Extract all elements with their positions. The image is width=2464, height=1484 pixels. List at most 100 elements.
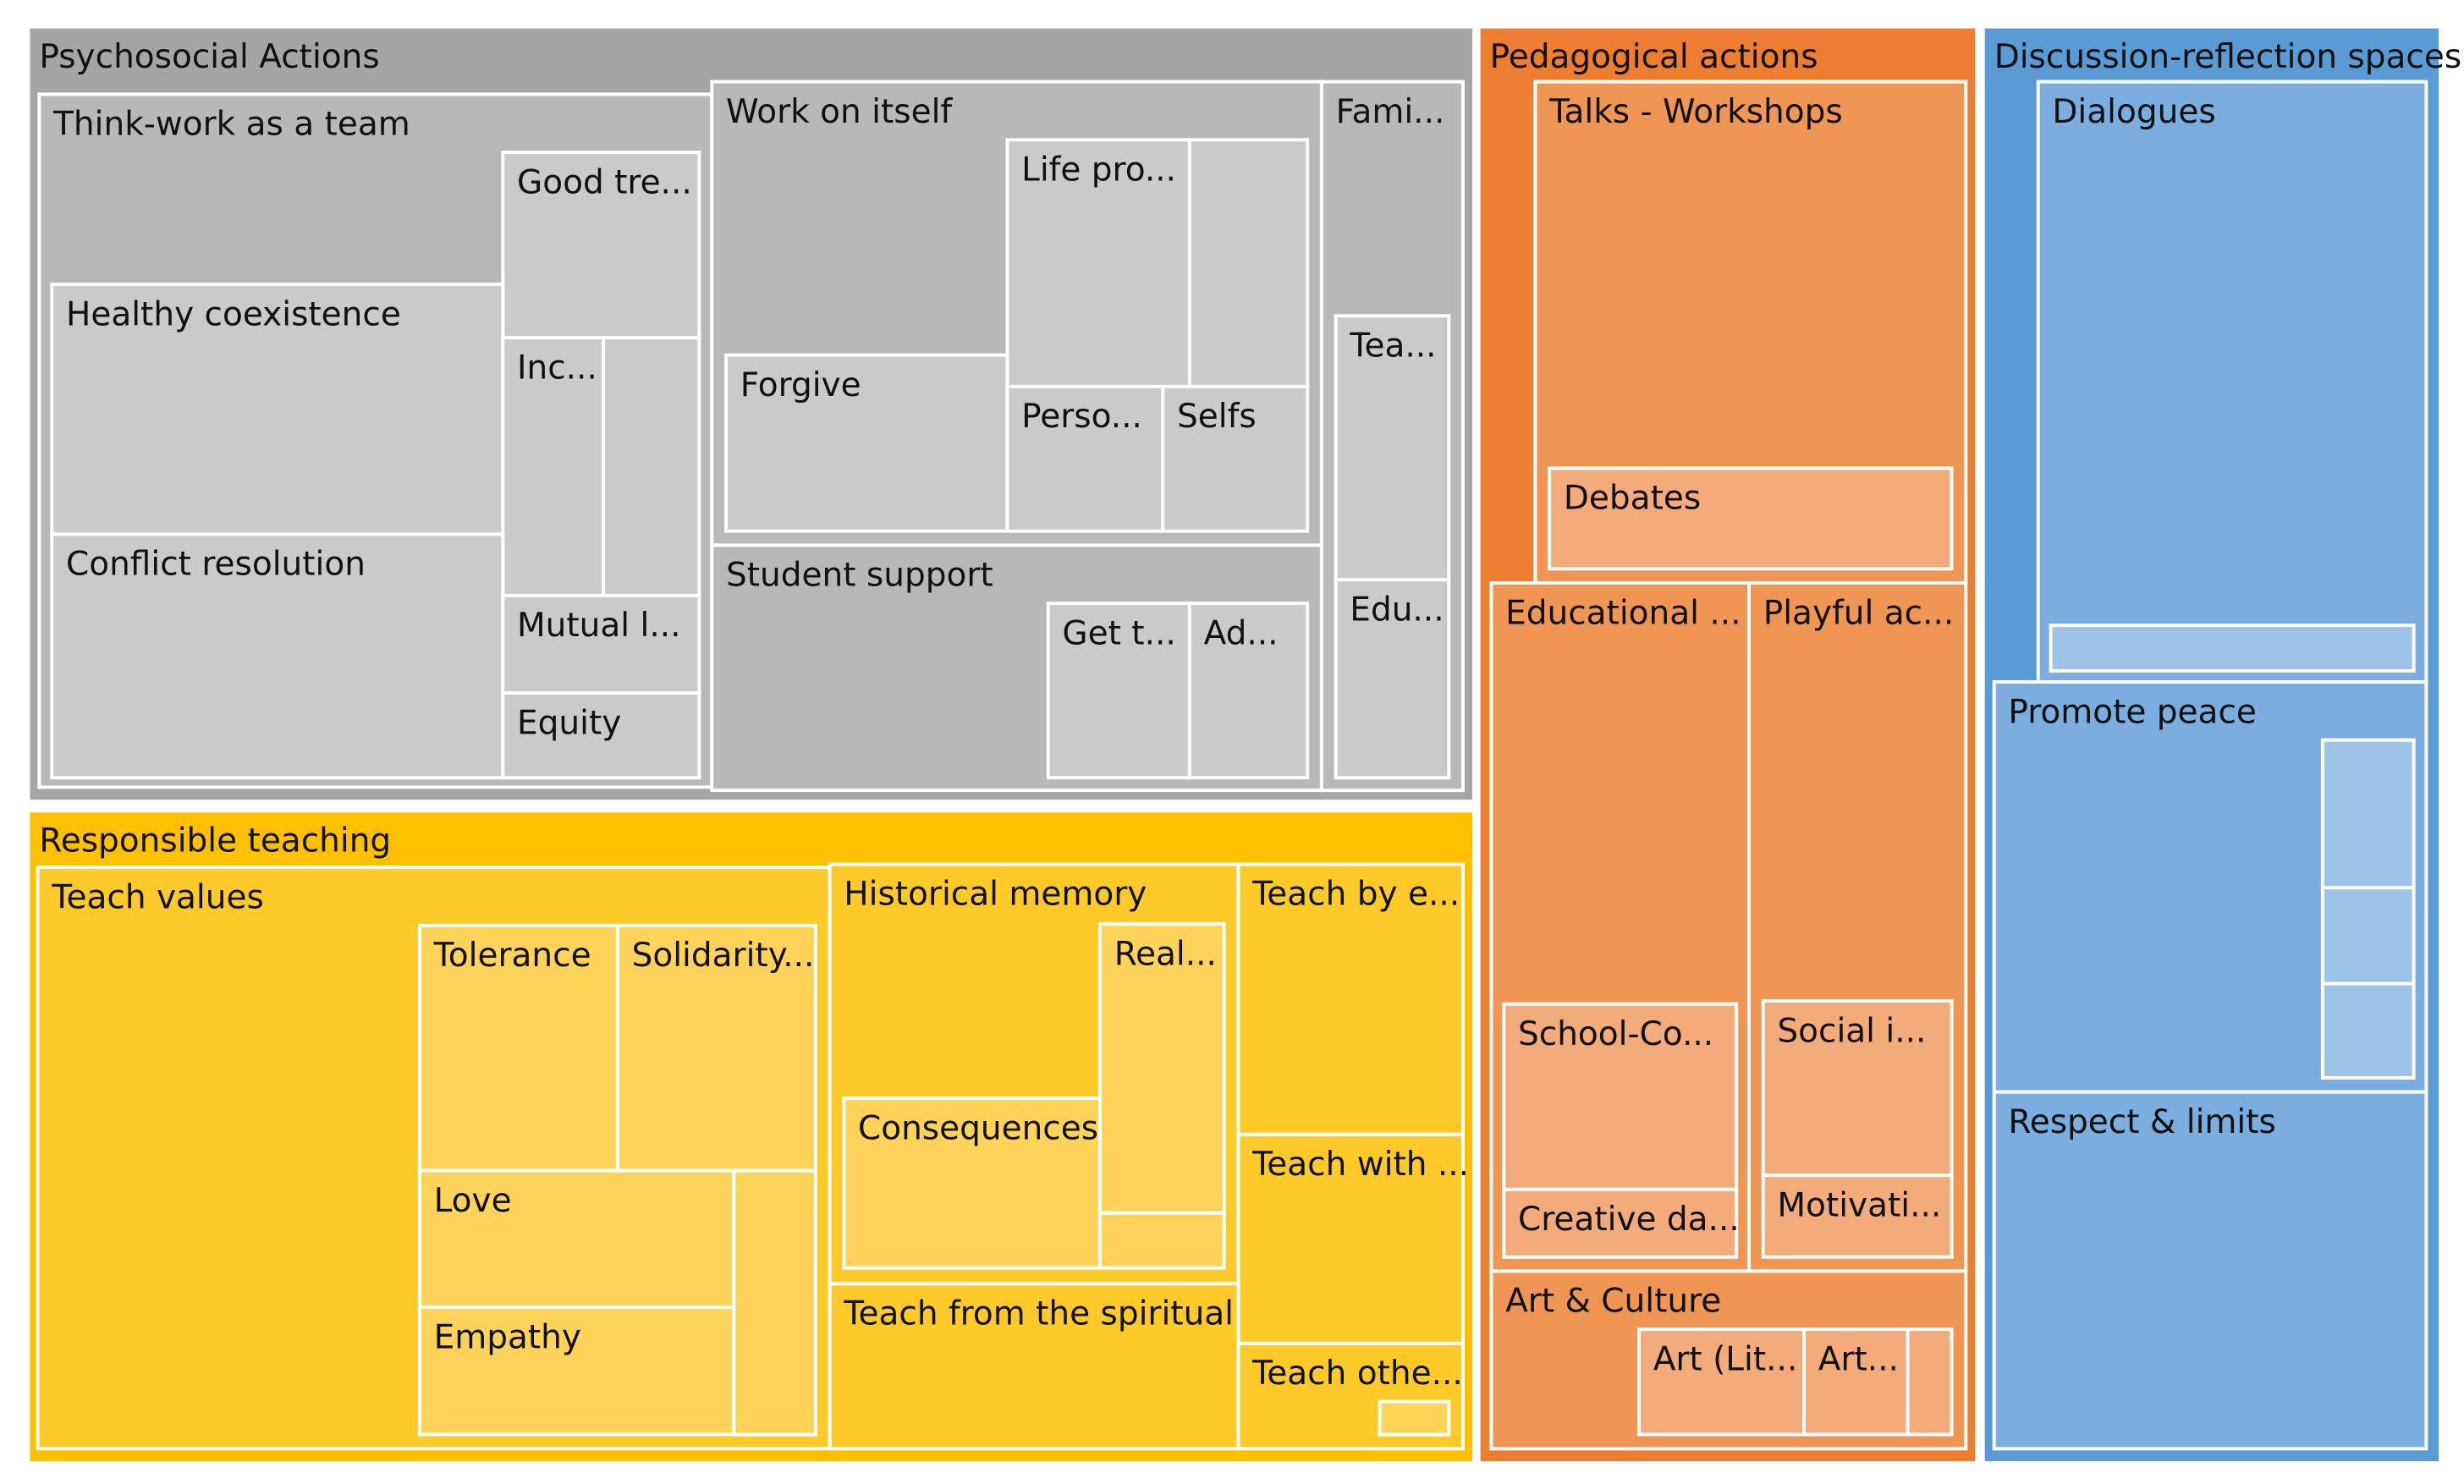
- treemap-label: Love: [434, 1182, 512, 1220]
- treemap-subcategory-ad: Ad...: [1187, 602, 1310, 780]
- treemap-cell: [724, 353, 1009, 533]
- treemap-cell: [50, 532, 505, 780]
- treemap-label: Real...: [1114, 935, 1217, 973]
- treemap-label: Forgive: [740, 366, 861, 404]
- treemap-cell: [615, 923, 817, 1173]
- treemap-label: Talks - Workshops: [1548, 93, 1843, 131]
- treemap-label: Perso...: [1021, 398, 1142, 436]
- treemap-cell: [602, 336, 701, 597]
- treemap-label: Responsible teaching: [39, 822, 391, 860]
- treemap-label: Inc...: [517, 349, 597, 387]
- treemap-subcategory-mutual-l: Mutual l...: [501, 593, 701, 695]
- treemap-subcategory-unlabeled-1-0-4: [732, 1168, 817, 1437]
- treemap-subcategory-get-t: Get t...: [1046, 602, 1191, 780]
- treemap-category-teach-with: Teach with ...: [1236, 1132, 1469, 1345]
- treemap-label: Solidarity...: [632, 937, 815, 975]
- treemap-subcategory-unlabeled-1-5-0: [1378, 1399, 1451, 1437]
- treemap-subcategory-unlabeled-1-1-2: [1098, 1211, 1226, 1270]
- treemap-cell: [2320, 981, 2416, 1080]
- treemap-cell: [50, 283, 505, 536]
- treemap-label: Tea...: [1349, 327, 1436, 366]
- treemap-cell: [732, 1168, 817, 1437]
- treemap-label: Get t...: [1062, 614, 1175, 652]
- treemap-cell: [1046, 602, 1191, 780]
- treemap-label: Teach with ...: [1251, 1146, 1469, 1184]
- treemap-label: Student support: [726, 557, 993, 595]
- treemap-label: Pedagogical actions: [1490, 38, 1818, 76]
- treemap-cell: [2036, 80, 2428, 684]
- treemap-label: Equity: [517, 704, 621, 742]
- treemap-cell: [1005, 138, 1191, 388]
- treemap-label: Work on itself: [726, 93, 953, 131]
- treemap-subcategory-healthy-coexistence: Healthy coexistence: [50, 283, 505, 536]
- treemap-label: Mutual l...: [517, 607, 681, 645]
- treemap-label: Art...: [1818, 1340, 1899, 1378]
- treemap-cell: [1802, 1327, 1910, 1437]
- treemap-label: Consequences: [858, 1109, 1098, 1147]
- treemap-cell: [2320, 886, 2416, 986]
- treemap-label: Playful ac...: [1763, 594, 1955, 632]
- treemap-subcategory-unlabeled-3-1-0: [2320, 738, 2416, 890]
- treemap-subcategory-equity: Equity: [501, 691, 701, 780]
- treemap-subcategory-art: Art...: [1802, 1327, 1910, 1437]
- treemap-subcategory-tea: Tea...: [1334, 314, 1451, 582]
- treemap-cell: [1236, 1132, 1466, 1345]
- treemap-cell: [1187, 602, 1310, 780]
- treemap-subcategory-perso: Perso...: [1005, 384, 1165, 533]
- treemap-cell: [501, 336, 606, 597]
- treemap-subcategory-tolerance: Tolerance: [417, 923, 619, 1173]
- treemap-cell: [417, 1168, 736, 1310]
- treemap-cell: [1334, 578, 1451, 780]
- treemap-label: Art & Culture: [1505, 1283, 1721, 1321]
- treemap-cell: [501, 691, 701, 780]
- treemap-subcategory-unlabeled-3-0-0: [2049, 624, 2416, 673]
- treemap-category-teach-by-e: Teach by e...: [1236, 862, 1466, 1136]
- treemap-subcategory-art-lit: Art (Lit...: [1637, 1327, 1806, 1437]
- treemap-category-respect-limits: Respect & limits: [1992, 1090, 2428, 1451]
- treemap-cell: [1187, 138, 1310, 388]
- treemap-label: Respect & limits: [2008, 1103, 2275, 1141]
- treemap-subcategory-unlabeled-0-1-1: [1187, 138, 1310, 388]
- treemap-cell: [1098, 1211, 1226, 1270]
- treemap-cell: [1502, 1002, 1739, 1191]
- treemap-label: Fami...: [1336, 93, 1445, 131]
- treemap-subcategory-unlabeled-3-1-1: [2320, 886, 2416, 986]
- treemap-cell: [1548, 466, 1954, 571]
- treemap-subcategory-school-co: School-Co...: [1502, 1002, 1739, 1191]
- treemap-label: Debates: [1564, 480, 1701, 518]
- treemap-subcategory-selfs: Selfs: [1161, 384, 1310, 533]
- treemap-cell: [1761, 999, 1954, 1178]
- treemap-cell: [2320, 738, 2416, 890]
- treemap-cell: [1502, 1187, 1739, 1259]
- treemap-cell: [1334, 314, 1451, 582]
- treemap-cell: [1906, 1327, 1954, 1437]
- treemap-label: Dialogues: [2052, 93, 2215, 131]
- treemap-label: School-Co...: [1518, 1015, 1713, 1053]
- treemap-subcategory-empathy: Empathy: [417, 1305, 736, 1437]
- treemap-cell: [842, 1097, 1102, 1270]
- treemap-cell: [1236, 862, 1466, 1136]
- treemap-cell: [1992, 1090, 2428, 1451]
- treemap-label: Think-work as a team: [52, 106, 410, 144]
- treemap-subcategory-edu: Edu...: [1334, 578, 1451, 780]
- treemap-cell: [2049, 624, 2416, 673]
- treemap-subcategory-life-pro: Life pro...: [1005, 138, 1191, 388]
- treemap-label: Conflict resolution: [66, 546, 366, 584]
- treemap-cell: [1761, 1173, 1954, 1259]
- treemap-subcategory-motivati: Motivati...: [1761, 1173, 1954, 1259]
- treemap-subcategory-love: Love: [417, 1168, 736, 1310]
- treemap-cell: [828, 1282, 1240, 1451]
- treemap-label: Teach from the spiritual: [843, 1295, 1234, 1333]
- treemap-cell: [417, 1305, 736, 1437]
- treemap-label: Educational ...: [1505, 594, 1741, 632]
- treemap-subcategory-unlabeled-3-1-2: [2320, 981, 2416, 1080]
- treemap-category-teach-from-the-spiritual: Teach from the spiritual: [828, 1282, 1240, 1451]
- treemap-cell: [1378, 1399, 1451, 1437]
- treemap-subcategory-consequences: Consequences: [842, 1097, 1102, 1270]
- treemap-subcategory-conflict-resolution: Conflict resolution: [50, 532, 505, 780]
- treemap-cell: [1161, 384, 1310, 533]
- treemap-label: Teach othe...: [1251, 1355, 1463, 1393]
- treemap-subcategory-inc: Inc...: [501, 336, 606, 597]
- treemap-label: Edu...: [1350, 591, 1444, 629]
